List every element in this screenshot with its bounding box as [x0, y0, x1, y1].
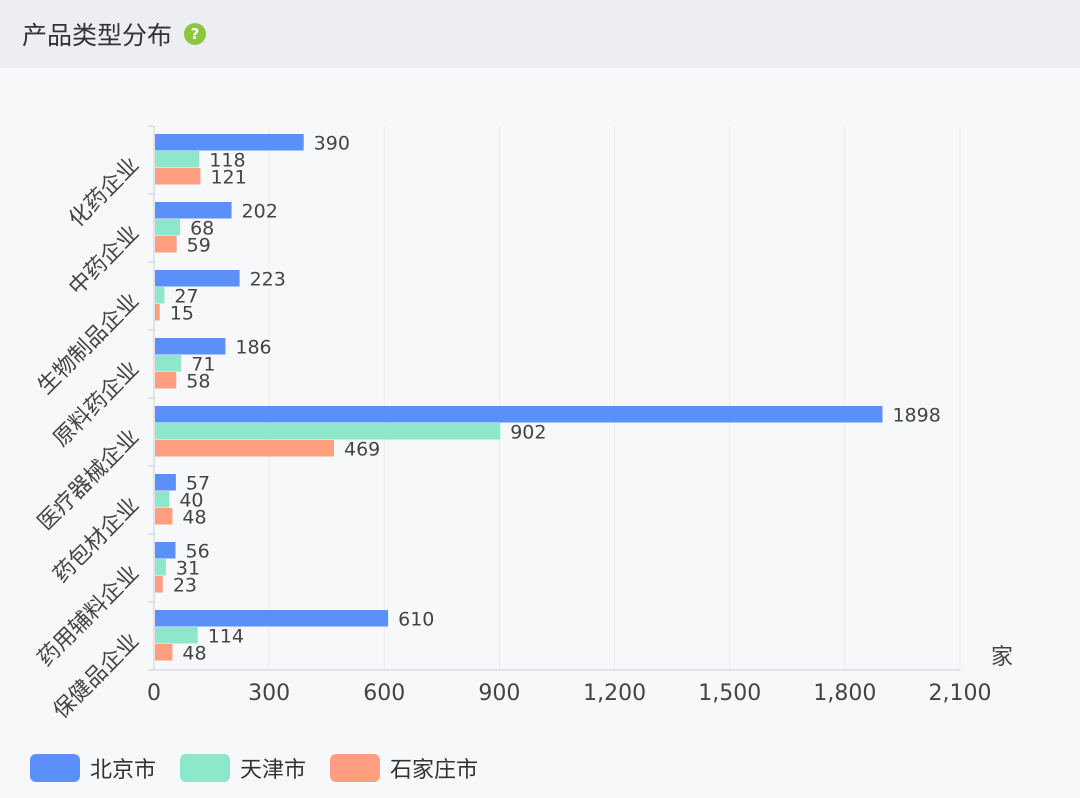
- bar-tianjin: [155, 355, 182, 372]
- x-tick-label: 300: [248, 681, 290, 706]
- data-label-shijiazhuang: 23: [173, 575, 197, 597]
- chart-title: 产品类型分布: [22, 21, 173, 50]
- bar-tianjin: [155, 627, 198, 644]
- data-label-tianjin: 31: [176, 558, 200, 580]
- bar-shijiazhuang: [155, 440, 335, 457]
- data-label-beijing: 56: [185, 541, 209, 563]
- legend-item-shijiazhuang[interactable]: 石家庄市: [330, 752, 478, 784]
- data-label-beijing: 57: [186, 473, 210, 495]
- category-label: 化药企业: [64, 153, 144, 233]
- bar-beijing: [155, 406, 883, 423]
- bar-tianjin: [155, 151, 200, 168]
- data-label-beijing: 186: [235, 337, 271, 359]
- bar-beijing: [155, 134, 304, 151]
- bar-shijiazhuang: [155, 644, 173, 661]
- data-label-shijiazhuang: 48: [182, 643, 206, 665]
- legend-swatch-tianjin: [180, 754, 231, 782]
- legend-swatch-shijiazhuang: [330, 754, 381, 782]
- bar-chart: 0 300 600 900 1,200 1,500 1,800 2,100家化药企业中药企业生…: [33, 125, 1013, 724]
- x-tick-label: 1,500: [698, 681, 761, 706]
- bar-tianjin: [155, 423, 501, 440]
- data-label-shijiazhuang: 58: [186, 371, 210, 393]
- bar-beijing: [155, 338, 226, 355]
- bar-shijiazhuang: [155, 508, 173, 525]
- bar-shijiazhuang: [155, 168, 201, 185]
- bar-shijiazhuang: [155, 576, 163, 593]
- bar-beijing: [155, 202, 232, 219]
- data-label-beijing: 390: [314, 133, 350, 155]
- chart-area: 0 300 600 900 1,200 1,500 1,800 2,100 家化药企业 中药企业生…: [0, 68, 1080, 798]
- legend-swatch-beijing: [30, 754, 80, 782]
- data-label-shijiazhuang: 469: [344, 439, 380, 461]
- bar-tianjin: [155, 559, 166, 576]
- x-axis-unit: 家: [991, 645, 1013, 670]
- question-circle-icon[interactable]: ?: [184, 23, 207, 45]
- bar-shijiazhuang: [155, 304, 160, 321]
- data-label-tianjin: 902: [510, 422, 546, 444]
- data-label-beijing: 223: [250, 269, 286, 291]
- data-label-shijiazhuang: 15: [170, 303, 194, 325]
- legend-item-beijing[interactable]: 北京市: [30, 752, 156, 784]
- bar-shijiazhuang: [155, 372, 177, 389]
- x-tick-label: 1,800: [813, 681, 876, 706]
- data-label-tianjin: 68: [190, 218, 214, 240]
- legend-label-beijing: 北京市: [90, 758, 157, 783]
- legend-item-tianjin[interactable]: 天津市: [180, 752, 306, 784]
- bar-tianjin: [155, 219, 181, 236]
- x-tick-label: 900: [478, 681, 520, 706]
- data-label-shijiazhuang: 121: [210, 167, 246, 189]
- data-label-shijiazhuang: 48: [182, 507, 206, 529]
- legend: 北京市 天津市 石家庄市: [30, 752, 502, 784]
- x-tick-label: 600: [363, 681, 405, 706]
- bar-beijing: [155, 542, 176, 559]
- legend-label-shijiazhuang: 石家庄市: [390, 758, 479, 783]
- bar-shijiazhuang: [155, 236, 177, 253]
- bar-beijing: [155, 610, 389, 627]
- bar-tianjin: [155, 287, 165, 304]
- data-label-tianjin: 40: [179, 490, 203, 512]
- data-label-shijiazhuang: 59: [187, 235, 211, 257]
- chart-header: 产品类型分布 ?: [0, 0, 1080, 68]
- data-label-tianjin: 27: [174, 286, 198, 308]
- data-label-beijing: 202: [242, 201, 278, 223]
- x-tick-label: 1,200: [583, 681, 646, 706]
- data-label-tianjin: 114: [208, 626, 244, 648]
- x-tick-label: 0: [147, 681, 161, 706]
- bar-beijing: [155, 270, 240, 287]
- legend-label-tianjin: 天津市: [240, 758, 307, 783]
- bar-beijing: [155, 474, 176, 491]
- data-label-tianjin: 118: [209, 150, 245, 172]
- x-tick-label: 2,100: [929, 681, 992, 706]
- category-label: 中药企业: [64, 221, 144, 301]
- data-label-beijing: 1898: [892, 405, 940, 427]
- bar-tianjin: [155, 491, 170, 508]
- data-label-tianjin: 71: [191, 354, 215, 376]
- data-label-beijing: 610: [398, 609, 434, 631]
